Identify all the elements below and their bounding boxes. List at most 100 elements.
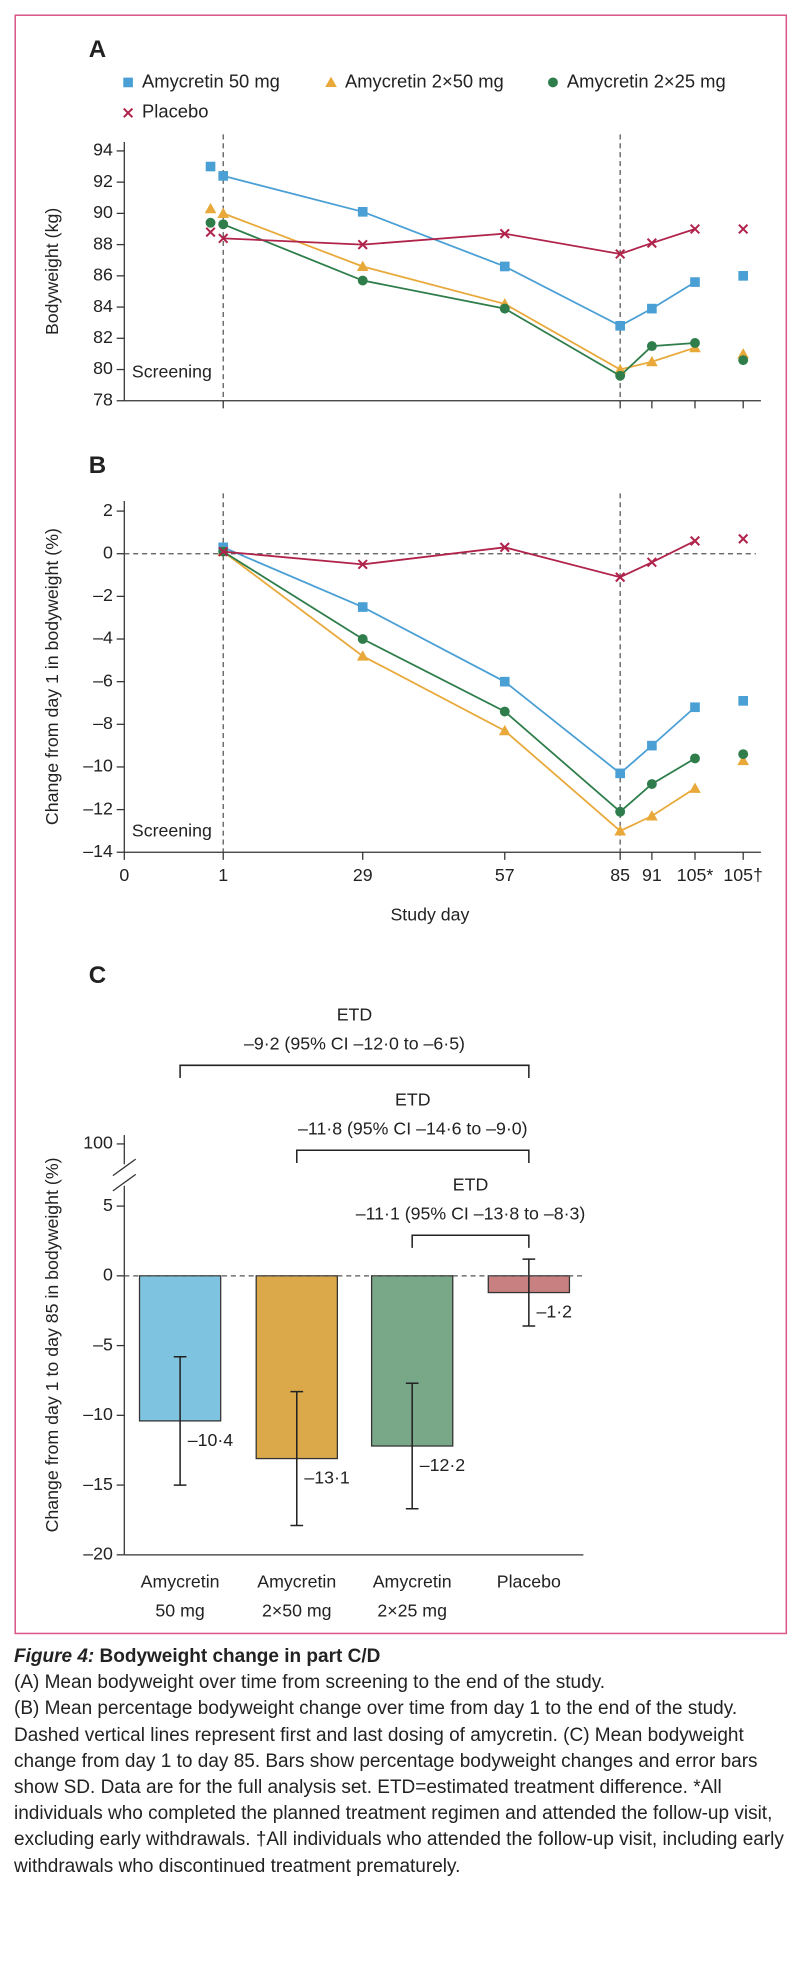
error-bar <box>290 1390 304 1527</box>
marker <box>614 825 627 836</box>
marker <box>218 171 229 181</box>
marker <box>738 696 749 706</box>
marker <box>690 702 700 713</box>
marker <box>615 248 626 260</box>
y-tick-label: –14 <box>83 841 113 861</box>
marker <box>646 355 658 367</box>
y-axis-label: Change from day 1 in bodyweight (%) <box>42 528 62 825</box>
y-tick-label: 88 <box>93 233 113 253</box>
series-line <box>222 550 696 813</box>
x-tick-label: 2×25 mg <box>377 1601 447 1621</box>
x-tick-label: Amycretin <box>141 1571 220 1591</box>
comparison-label: ETD <box>453 1174 489 1194</box>
y-tick-label: 0 <box>103 542 113 562</box>
marker <box>690 277 700 287</box>
y-tick-label: –15 <box>83 1474 113 1494</box>
x-tick-label: Placebo <box>497 1571 561 1591</box>
marker <box>646 810 658 821</box>
x-tick-label: 85 <box>610 865 630 885</box>
marker <box>218 546 229 557</box>
series-line <box>222 223 696 377</box>
annotation: Screening <box>132 821 212 841</box>
figure: A Bodyweight (kg) 78 80 82 84 86 88 90 92 94 Screen… <box>14 14 788 1635</box>
marker <box>615 572 626 583</box>
error-bar <box>405 1382 419 1510</box>
y-tick-label: –2 <box>93 585 113 605</box>
y-tick-label: –5 <box>93 1334 113 1354</box>
x-tick-label: Amycretin <box>257 1571 336 1591</box>
marker <box>499 542 510 553</box>
marker <box>356 260 369 272</box>
panel-label: B <box>89 452 106 479</box>
y-tick-label: 94 <box>93 140 113 160</box>
marker <box>218 233 229 244</box>
y-tick-label: 0 <box>103 1265 113 1285</box>
marker <box>499 303 510 314</box>
marker <box>647 303 657 314</box>
marker <box>615 768 625 779</box>
marker <box>738 749 749 760</box>
series-line <box>222 212 696 371</box>
y-axis-label: Bodyweight (kg) <box>42 208 62 335</box>
marker <box>205 227 216 238</box>
marker <box>615 320 625 331</box>
marker <box>646 238 657 249</box>
y-tick-label: –6 <box>93 670 113 690</box>
y-tick-label: 100 <box>83 1133 113 1153</box>
comparison-label: ETD <box>337 1005 373 1025</box>
marker <box>123 107 134 118</box>
marker <box>689 535 701 546</box>
y-tick-label: 78 <box>93 389 113 409</box>
marker <box>205 161 216 172</box>
annotation: Screening <box>132 362 212 382</box>
y-tick-label: 92 <box>93 171 113 191</box>
marker <box>738 223 749 235</box>
x-tick-label: 105* <box>677 865 714 885</box>
marker <box>690 753 700 764</box>
y-tick-label: –10 <box>83 1404 113 1424</box>
comparison-text: –11·1 (95% CI –13·8 to –8·3) <box>356 1204 586 1224</box>
marker <box>357 634 368 644</box>
value-label: –12·2 <box>420 1455 465 1475</box>
y-tick-label: –4 <box>93 628 113 648</box>
series-line <box>223 228 696 255</box>
marker <box>217 207 230 218</box>
y-tick-label: 84 <box>93 296 113 316</box>
marker <box>325 76 337 87</box>
x-tick-label: 1 <box>218 865 228 885</box>
x-axis-label: Study day <box>390 904 469 924</box>
y-tick-label: 5 <box>103 1195 113 1215</box>
marker <box>357 239 368 250</box>
marker <box>357 559 368 570</box>
error-bar <box>173 1355 187 1486</box>
caption-title: Bodyweight change in part C/D <box>99 1646 381 1667</box>
caption: Figure 4: Bodyweight change in part C/D … <box>14 1644 790 1880</box>
marker <box>548 77 558 88</box>
value-label: –10·4 <box>188 1430 234 1450</box>
y-tick-label: 90 <box>93 202 113 222</box>
legend-label: Amycretin 2×50 mg <box>345 70 504 91</box>
y-axis-label: Change from day 1 to day 85 in bodyweigh… <box>42 1157 62 1532</box>
marker <box>646 557 657 568</box>
marker <box>499 261 510 272</box>
series-line <box>222 550 696 832</box>
y-tick-label: –12 <box>83 798 113 818</box>
comparison-text: –9·2 (95% CI –12·0 to –6·5) <box>244 1034 465 1054</box>
y-tick-label: –20 <box>83 1544 113 1564</box>
bracket <box>179 1064 530 1078</box>
marker <box>218 219 229 230</box>
marker <box>499 706 510 717</box>
marker <box>738 533 749 544</box>
caption-label: Figure 4: <box>14 1646 95 1667</box>
marker <box>737 348 750 359</box>
comparison-text: –11·8 (95% CI –14·6 to –9·0) <box>298 1119 528 1139</box>
marker <box>689 223 701 235</box>
legend-label: Amycretin 2×25 mg <box>567 70 726 91</box>
series-line <box>222 175 696 327</box>
marker <box>205 217 216 228</box>
marker <box>647 740 657 751</box>
bracket <box>296 1149 530 1163</box>
x-tick-label: Amycretin <box>373 1571 452 1591</box>
marker <box>499 228 510 239</box>
